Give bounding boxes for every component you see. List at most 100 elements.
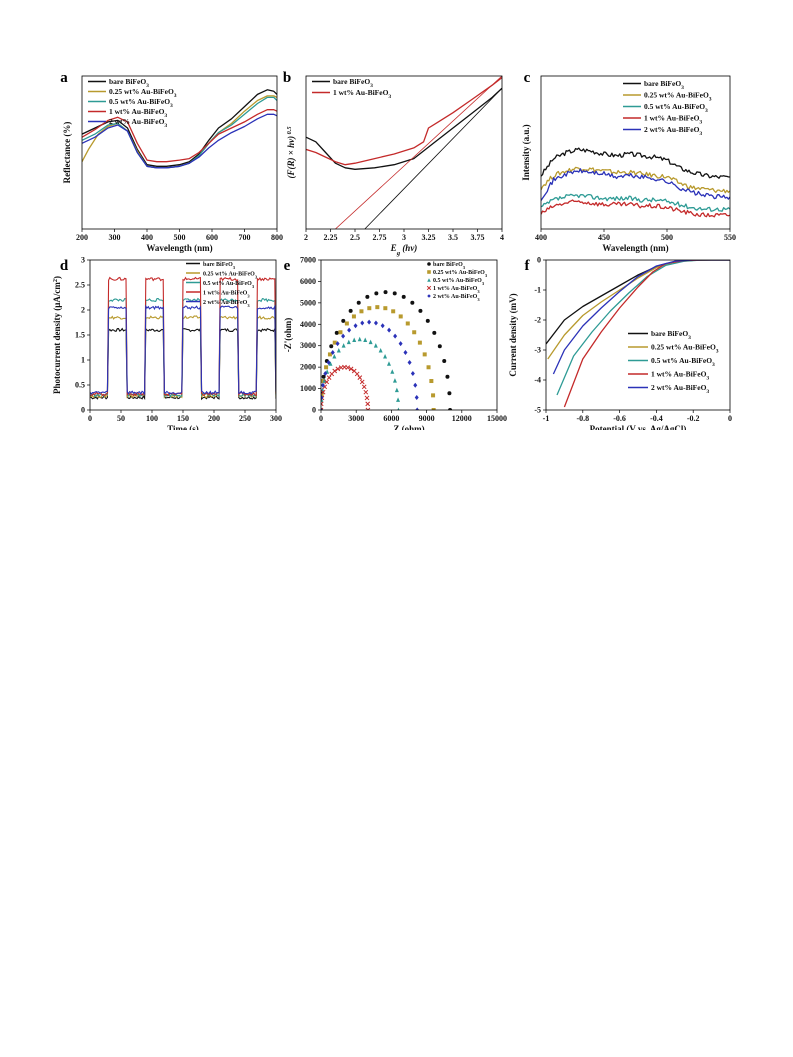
data-point: [341, 343, 346, 348]
data-point: [344, 321, 349, 326]
panel-a: a 200 300 400 500 600 700 800 Wavelength (nm) Ref…: [60, 70, 283, 253]
data-point: [332, 340, 337, 345]
y-tick-label: 1.5: [75, 331, 85, 340]
x-tick-label: -0.8: [576, 414, 589, 423]
data-point: [432, 330, 437, 335]
x-tick-label: 600: [206, 233, 218, 242]
data-point: [414, 394, 419, 400]
y-tick-label: 4000: [300, 320, 316, 329]
series-line: [306, 87, 502, 170]
data-point: [445, 374, 450, 379]
x-tick-label: 6000: [383, 414, 399, 423]
data-point: [398, 341, 403, 347]
data-point: [328, 361, 333, 366]
legend-label: 1 wt% Au-BiFeO3: [433, 286, 480, 294]
y-tick-label: 2000: [300, 363, 316, 372]
y-tick-label: -2: [534, 316, 541, 325]
data-point: [341, 333, 346, 339]
data-point: [321, 382, 325, 388]
plot-area: [321, 290, 453, 410]
y-axis-label: Photocurrent density (μA/cm2): [52, 276, 63, 394]
data-point: [321, 393, 324, 398]
data-point: [390, 369, 395, 374]
data-point: [373, 320, 378, 326]
x-axis-label: Time (s): [167, 424, 199, 430]
legend-label: 0.25 wt% Au-BiFeO3: [644, 91, 712, 103]
x-axis-label: Wavelength (nm): [602, 243, 668, 253]
data-point: [448, 408, 453, 410]
data-point: [321, 394, 324, 400]
legend-label: 1 wt% Au-BiFeO3: [644, 114, 702, 126]
legend-marker: [427, 278, 431, 282]
data-point: [387, 327, 392, 333]
x-tick-label: 0: [319, 414, 323, 423]
data-point: [335, 366, 341, 372]
series-line: [82, 89, 277, 167]
x-tick-label: 450: [598, 233, 610, 242]
y-axis-label: Intensity (a.u.): [521, 124, 531, 180]
legend-label: bare BiFeO3: [333, 77, 373, 89]
legend-marker: [427, 294, 431, 298]
plot-area: [306, 76, 502, 229]
panel-letter: c: [524, 70, 531, 86]
x-tick-label: 12000: [452, 414, 472, 423]
y-axis-label: Reflectance (%): [62, 122, 72, 184]
x-tick-label: 400: [535, 233, 547, 242]
x-tick-label: 4: [500, 233, 504, 242]
data-point: [364, 395, 370, 401]
x-tick-label: 200: [208, 414, 220, 423]
legend-label: 2 wt% Au-BiFeO3: [109, 117, 167, 129]
legend-label: 0.5 wt% Au-BiFeO3: [109, 97, 173, 109]
x-tick-label: 500: [174, 233, 186, 242]
panel-c: c 400 450 500 550 Wavelength (nm) Intensity (a…: [521, 70, 736, 253]
x-tick-label: 2.75: [373, 233, 387, 242]
panel-letter: d: [60, 258, 69, 274]
legend-label: 2 wt% Au-BiFeO3: [433, 294, 480, 302]
data-point: [361, 384, 367, 390]
data-point: [352, 337, 357, 343]
data-point: [327, 352, 332, 357]
x-tick-label: 100: [146, 414, 158, 423]
x-tick-label: 2: [304, 233, 308, 242]
y-tick-label: 0: [81, 406, 85, 415]
data-point: [417, 340, 422, 345]
legend-label: 0.25 wt% Au-BiFeO3: [203, 272, 258, 280]
data-point: [332, 354, 337, 359]
x-tick-label: 0: [88, 414, 92, 423]
x-tick-label: 500: [661, 233, 673, 242]
x-tick-label: 300: [270, 414, 282, 423]
data-point: [394, 387, 399, 393]
data-point: [324, 365, 329, 370]
x-tick-label: -1: [543, 414, 550, 423]
data-point: [326, 360, 331, 366]
data-point: [336, 348, 341, 353]
data-point: [375, 305, 380, 310]
x-axis-label: Eg (hv): [390, 243, 418, 257]
data-point: [341, 318, 346, 323]
x-axis-label: Potential (V vs. Ag/AgCl): [590, 424, 687, 430]
x-tick-label: 15000: [487, 414, 507, 423]
legend-marker: [427, 270, 431, 274]
legend-label: bare BiFeO3: [109, 77, 149, 89]
x-tick-label: 550: [724, 233, 736, 242]
data-point: [374, 291, 379, 296]
data-point: [373, 343, 378, 348]
y-axis-label: (F(R) × hv) 0.5: [286, 126, 297, 178]
x-axis-label: Z (ohm): [393, 424, 424, 430]
series-line: [90, 304, 276, 396]
panel-letter: a: [60, 70, 68, 86]
series-line: [90, 276, 276, 397]
data-point: [410, 300, 415, 305]
series-line: [82, 113, 277, 169]
panel-b: b 2 2.25 2.5 2.75 3 3.25 3.5 3.75 4 Eg (hv) (F(R) ×…: [283, 70, 504, 257]
data-point: [332, 368, 338, 374]
data-point: [357, 336, 362, 342]
data-point: [429, 379, 434, 384]
data-point: [392, 291, 397, 296]
x-tick-label: -0.6: [613, 414, 626, 423]
data-point: [367, 306, 372, 311]
legend-label: bare BiFeO3: [644, 79, 684, 91]
data-point: [383, 306, 388, 311]
